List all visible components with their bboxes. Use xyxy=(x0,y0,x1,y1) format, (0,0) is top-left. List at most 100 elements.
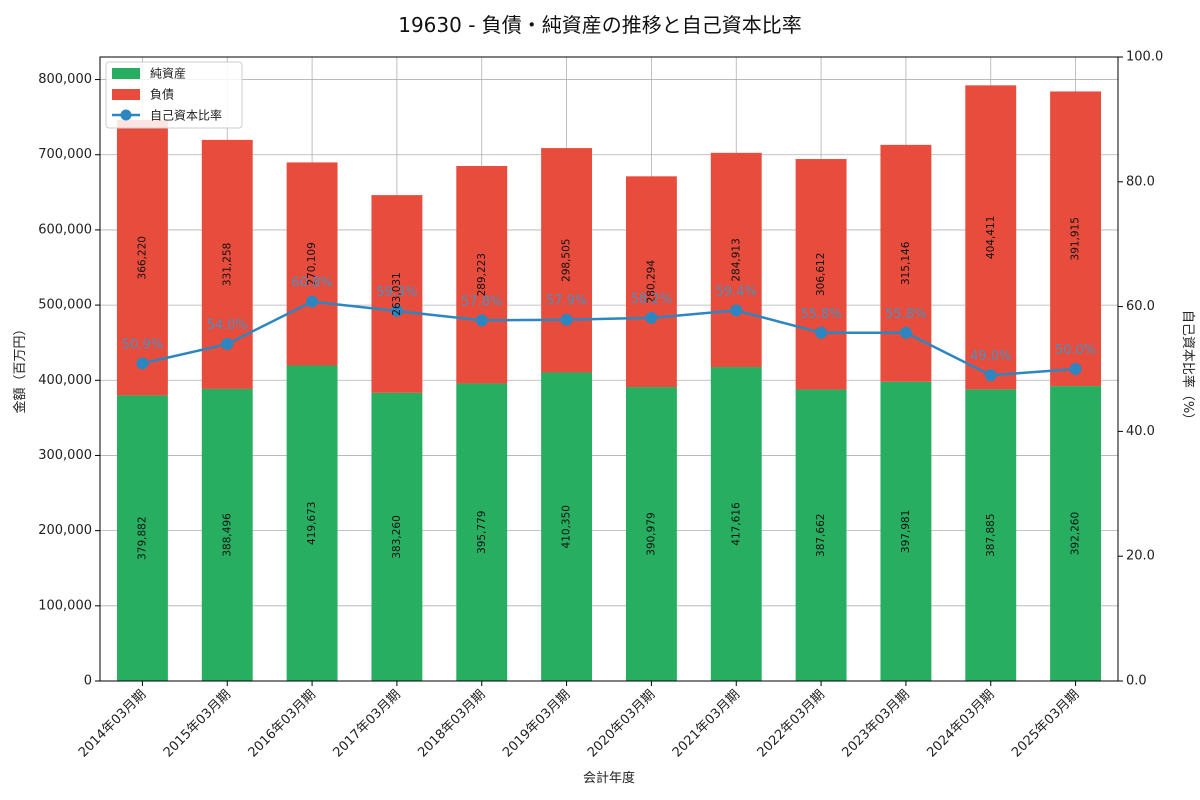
ratio-line-layer xyxy=(136,295,1082,382)
bar-debt xyxy=(710,152,762,368)
ratio-label: 55.8% xyxy=(800,307,841,322)
bar-label-debt: 289,223 xyxy=(476,253,488,296)
ratio-label: 59.4% xyxy=(716,284,757,299)
bar-label-equity: 417,616 xyxy=(730,502,742,546)
legend-label-equity: 純資産 xyxy=(150,66,186,81)
tick-label-right: 100.0 xyxy=(1126,50,1163,65)
legend-label-ratio: 自己資本比率 xyxy=(150,108,222,123)
bar-equity xyxy=(965,389,1017,681)
bar-label-equity: 383,260 xyxy=(391,515,403,558)
tick-label-left: 300,000 xyxy=(38,448,92,463)
tick-label-x: 2025年03月期 xyxy=(1009,687,1082,760)
tick-label-x: 2015年03月期 xyxy=(161,687,234,760)
ratio-point xyxy=(730,304,743,317)
bar-label-equity: 410,350 xyxy=(561,505,573,548)
tick-label-x: 2018年03月期 xyxy=(415,687,488,760)
bar-debt xyxy=(1050,91,1102,387)
tick-label-left: 600,000 xyxy=(38,222,92,237)
tick-label-right: 20.0 xyxy=(1126,549,1155,564)
bar-debt xyxy=(965,85,1017,390)
bar-equity xyxy=(201,388,253,681)
legend-marker-ratio xyxy=(120,109,132,121)
bar-label-equity: 419,673 xyxy=(306,502,318,545)
bar-debt xyxy=(456,166,508,384)
ratio-label: 55.8% xyxy=(885,307,926,322)
ratio-label: 54.0% xyxy=(207,318,248,333)
bar-label-equity: 387,662 xyxy=(815,514,827,557)
plot-frame xyxy=(99,56,1119,682)
bar-label-equity: 387,885 xyxy=(985,513,997,556)
tick-label-x: 2022年03月期 xyxy=(755,687,828,760)
bar-label-equity: 379,882 xyxy=(136,516,148,559)
bar-equity xyxy=(541,372,593,681)
bar-label-equity: 388,496 xyxy=(221,513,233,557)
ratio-point xyxy=(645,311,658,324)
ratio-point xyxy=(560,313,573,326)
bar-debt xyxy=(541,148,593,373)
tick-label-right: 40.0 xyxy=(1126,424,1155,439)
bar-debt xyxy=(795,159,847,390)
bar-label-debt: 263,031 xyxy=(391,272,403,315)
ratio-point xyxy=(306,295,319,308)
x-axis-label: 会計年度 xyxy=(583,770,635,786)
bar-equity xyxy=(456,383,508,681)
bar-label-debt: 331,258 xyxy=(221,243,233,286)
tick-label-left: 400,000 xyxy=(38,373,92,388)
tick-label-left: 0 xyxy=(84,674,92,689)
bar-label-debt: 404,411 xyxy=(985,216,997,259)
bar-label-debt: 270,109 xyxy=(306,242,318,285)
ratio-label: 59.3% xyxy=(376,285,417,300)
bar-debt xyxy=(625,176,677,388)
bar-equity xyxy=(286,365,338,681)
bars xyxy=(116,85,1102,681)
tick-label-x: 2017年03月期 xyxy=(330,687,403,760)
tick-label-left: 800,000 xyxy=(38,72,92,87)
ratio-label: 50.9% xyxy=(122,337,163,352)
ratio-point xyxy=(475,314,488,327)
legend-swatch-debt xyxy=(112,89,140,100)
tick-label-x: 2019年03月期 xyxy=(500,687,573,760)
bar-label-equity: 397,981 xyxy=(900,510,912,553)
bar-label-debt: 315,146 xyxy=(900,241,912,285)
tick-label-left: 700,000 xyxy=(38,147,92,162)
bar-label-equity: 392,260 xyxy=(1070,512,1082,555)
ratio-label: 58.2% xyxy=(631,292,672,307)
y-axis-label-left: 金額（百万円） xyxy=(12,322,28,413)
bar-label-debt: 284,913 xyxy=(730,238,742,281)
bar-debt xyxy=(371,195,423,393)
tick-label-right: 80.0 xyxy=(1126,174,1155,189)
ratio-label: 57.9% xyxy=(546,294,587,309)
bar-equity xyxy=(710,367,762,681)
bar-label-debt: 306,612 xyxy=(815,253,827,296)
bar-label-debt: 280,294 xyxy=(645,260,657,304)
tick-label-x: 2020年03月期 xyxy=(585,687,658,760)
ratio-line xyxy=(142,300,1076,377)
legend-label-debt: 負債 xyxy=(150,87,174,102)
bar-equity xyxy=(880,381,932,681)
tick-label-x: 2014年03月期 xyxy=(76,687,149,760)
tick-label-x: 2016年03月期 xyxy=(246,687,319,760)
bar-label-debt: 366,220 xyxy=(136,236,148,279)
bar-label-equity: 395,779 xyxy=(476,511,488,554)
tick-label-x: 2024年03月期 xyxy=(924,687,997,760)
ratio-label: 50.0% xyxy=(1055,343,1096,358)
tick-label-left: 100,000 xyxy=(38,598,92,613)
tick-label-right: 60.0 xyxy=(1126,299,1155,314)
chart-title: 19630 - 負債・純資産の推移と自己資本比率 xyxy=(398,13,802,37)
bar-equity xyxy=(116,395,168,681)
bar-debt xyxy=(286,162,338,366)
tick-label-x: 2023年03月期 xyxy=(839,687,912,760)
ratio-point xyxy=(984,369,997,382)
bar-equity xyxy=(795,389,847,681)
ratio-point xyxy=(815,326,828,339)
ratio-label: 49.0% xyxy=(970,349,1011,364)
ratio-label: 60.8% xyxy=(291,276,332,291)
labels: 379,882 366,220 388,496 331,258 419,673 270,1… xyxy=(122,216,1096,560)
tick-label-right: 0.0 xyxy=(1126,674,1147,689)
bar-label-debt: 298,505 xyxy=(561,239,573,282)
ratio-label: 57.8% xyxy=(461,294,502,309)
ratio-point xyxy=(136,357,149,370)
tick-label-left: 500,000 xyxy=(38,298,92,313)
bar-equity xyxy=(625,387,677,681)
